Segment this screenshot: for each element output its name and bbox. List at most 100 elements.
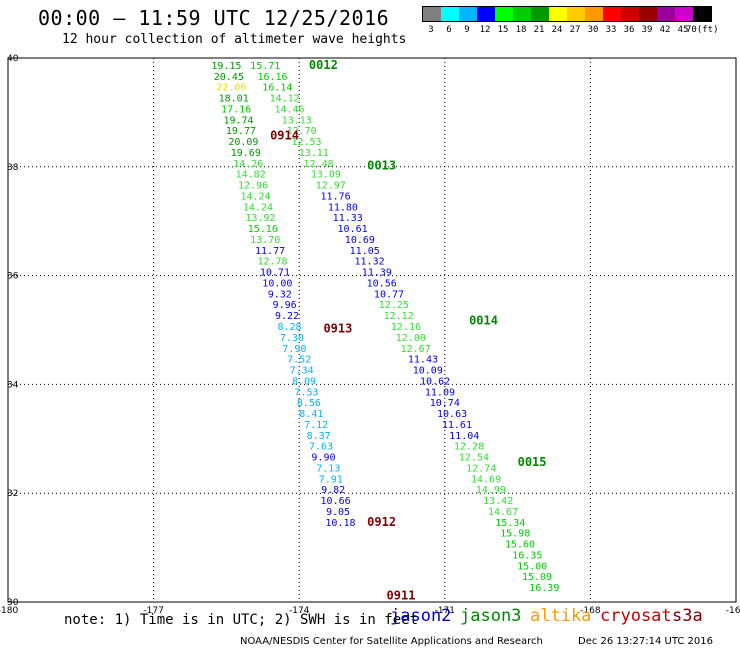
wave-height-label: 17.16 (221, 104, 251, 115)
chart-subtitle: 12 hour collection of altimeter wave hei… (62, 32, 407, 47)
y-tick-label: 32 (7, 489, 18, 499)
wave-height-label: 15.34 (495, 518, 525, 529)
color-scale-label: 27 (569, 25, 581, 35)
wave-height-label: 19.74 (223, 115, 253, 126)
wave-height-label: 15.16 (248, 224, 278, 235)
satellite-label: s3a (672, 606, 703, 626)
color-swatch (675, 7, 693, 21)
wave-height-label: 12.16 (391, 322, 421, 333)
color-scale-legend: 3 6 9 12 15 18 21 24 27 30 33 36 39 42 45 70(ft) (422, 6, 719, 39)
wave-height-label: 11.32 (355, 257, 385, 268)
wave-height-label: 10.09 (413, 366, 443, 377)
y-tick-label: 30 (7, 598, 19, 608)
wave-height-label: 16.39 (529, 583, 559, 594)
wave-height-label: 22.06 (216, 83, 246, 94)
timestamp-text: Dec 26 13:27:14 UTC 2016 (578, 636, 713, 647)
wave-height-label: 8.41 (299, 409, 323, 420)
wave-height-label: 12.97 (316, 181, 346, 192)
y-tick-label: 38 (7, 163, 19, 173)
wave-height-label: 10.61 (338, 224, 368, 235)
time-label: 0015 (518, 455, 547, 469)
plot-frame (7, 57, 737, 603)
wave-height-label: 14.24 (240, 191, 270, 202)
wave-height-label: 8.56 (297, 398, 321, 409)
color-scale-label: 15 (497, 25, 509, 35)
wave-height-label: 9.05 (326, 507, 350, 518)
wave-height-label: 7.91 (319, 474, 343, 485)
color-scale-label: 24 (551, 25, 563, 35)
wave-height-label: 8.09 (292, 376, 316, 387)
wave-height-label: 12.48 (304, 159, 334, 170)
wave-height-label: 14.99 (476, 485, 506, 496)
wave-height-label: 10.00 (262, 278, 292, 289)
wave-height-label: 7.34 (290, 366, 314, 377)
color-scale-labels: 3 6 9 12 15 18 21 24 27 30 33 36 39 42 45 70(ft) (422, 25, 718, 39)
wave-height-label: 13.42 (483, 496, 513, 507)
y-tick-label: 34 (7, 380, 19, 390)
wave-height-label: 12.00 (396, 333, 426, 344)
wave-height-label: 12.96 (238, 181, 268, 192)
wave-height-label: 7.52 (287, 355, 311, 366)
time-label: 0014 (469, 314, 498, 328)
wave-height-label: 7.90 (282, 344, 306, 355)
color-swatch (693, 7, 711, 21)
wave-height-label: 10.66 (321, 496, 351, 507)
color-scale-label: 36 (623, 25, 635, 35)
time-label: 0914 (270, 129, 299, 143)
wave-height-label: 11.76 (321, 191, 351, 202)
wave-height-label: 9.32 (268, 289, 292, 300)
wave-height-label: 16.16 (257, 72, 287, 83)
time-label: 0012 (309, 58, 338, 72)
wave-height-label: 12.28 (454, 442, 484, 453)
wave-height-label: 12.74 (466, 463, 496, 474)
color-scale-label: 18 (515, 25, 527, 35)
color-swatch (477, 7, 495, 21)
wave-height-label: 14.67 (488, 507, 518, 518)
color-scale-label: 9 (464, 25, 470, 35)
wave-height-label: 13.09 (311, 170, 341, 181)
y-tick-label: 36 (7, 272, 19, 282)
time-label: 0912 (367, 515, 396, 529)
wave-height-label: 13.70 (250, 235, 280, 246)
wave-height-label: 11.04 (449, 431, 479, 442)
wave-height-label: 14.26 (233, 159, 263, 170)
wave-height-label: 11.09 (425, 387, 455, 398)
wave-height-label: 19.69 (231, 148, 261, 159)
wave-height-label: 10.18 (325, 518, 355, 529)
wave-height-label: 10.62 (420, 376, 450, 387)
color-scale-label: 3 (428, 25, 434, 35)
wave-height-label: 20.45 (214, 72, 244, 83)
y-tick-label: 40 (7, 54, 19, 64)
x-tick-label: -177 (143, 606, 163, 616)
wave-height-label: 19.15 (211, 61, 241, 72)
color-swatch (513, 7, 531, 21)
color-scale-label: 39 (641, 25, 653, 35)
wave-height-label: 9.82 (321, 485, 345, 496)
wave-height-label: 9.96 (273, 300, 297, 311)
wave-height-label: 8.28 (277, 322, 301, 333)
color-scale-label: 70(ft) (686, 25, 719, 35)
wave-height-label: 15.00 (517, 561, 547, 572)
color-swatch (459, 7, 477, 21)
color-swatch (531, 7, 549, 21)
wave-height-label: 11.77 (255, 246, 285, 257)
color-swatch (567, 7, 585, 21)
wave-height-label: 15.98 (500, 529, 530, 540)
wave-height-label: 14.46 (274, 104, 304, 115)
color-swatch (495, 7, 513, 21)
wave-height-label: 11.80 (328, 202, 358, 213)
chart-title: 00:00 – 11:59 UTC 12/25/2016 (38, 6, 390, 30)
x-tick-label: -165 (726, 606, 740, 616)
x-tick-label: -180 (0, 606, 18, 616)
wave-height-label: 11.33 (333, 213, 363, 224)
color-swatch (603, 7, 621, 21)
wave-height-label: 13.11 (299, 148, 329, 159)
wave-height-label: 13.13 (282, 115, 312, 126)
color-swatch (639, 7, 657, 21)
time-label: 0911 (387, 588, 416, 602)
wave-height-label: 10.56 (367, 278, 397, 289)
wave-height-label: 10.71 (260, 268, 290, 279)
wave-height-label: 14.12 (270, 94, 300, 105)
satellite-label: jason3 (460, 606, 522, 626)
